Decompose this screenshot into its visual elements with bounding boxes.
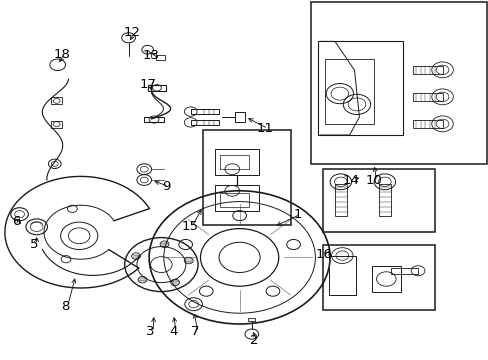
Bar xyxy=(378,184,390,216)
Text: 5: 5 xyxy=(30,238,39,251)
Bar xyxy=(322,245,434,310)
Text: 7: 7 xyxy=(191,325,200,338)
Text: 10: 10 xyxy=(365,174,382,187)
Text: 6: 6 xyxy=(12,215,21,228)
Text: 17: 17 xyxy=(139,78,156,91)
Bar xyxy=(325,59,373,124)
Text: 3: 3 xyxy=(146,325,155,338)
Bar xyxy=(215,185,259,211)
Bar xyxy=(51,97,62,104)
Text: 1: 1 xyxy=(293,208,302,221)
Bar xyxy=(190,120,219,125)
Bar xyxy=(220,155,249,169)
Text: 8: 8 xyxy=(61,300,69,313)
Text: 16: 16 xyxy=(315,248,332,261)
Bar xyxy=(390,268,417,274)
Bar xyxy=(412,66,442,74)
Text: 18: 18 xyxy=(54,48,70,60)
Bar xyxy=(412,93,442,101)
Text: 4: 4 xyxy=(169,325,178,338)
Text: 12: 12 xyxy=(123,26,140,39)
Bar xyxy=(412,120,442,128)
Text: 2: 2 xyxy=(249,334,258,347)
Bar xyxy=(322,169,434,232)
Bar xyxy=(310,2,486,164)
Bar xyxy=(155,55,165,60)
Bar xyxy=(51,121,62,128)
Bar xyxy=(234,112,245,122)
Text: 9: 9 xyxy=(162,180,170,193)
Bar xyxy=(144,117,163,122)
Bar xyxy=(317,41,403,135)
Bar xyxy=(215,149,259,175)
Text: 11: 11 xyxy=(257,122,273,135)
Bar xyxy=(371,266,400,292)
Bar xyxy=(148,85,165,91)
Bar xyxy=(220,193,249,207)
Bar xyxy=(248,318,255,321)
Text: 13: 13 xyxy=(142,49,159,62)
Text: 14: 14 xyxy=(342,174,359,186)
Bar xyxy=(328,256,355,295)
Bar xyxy=(203,130,290,225)
Bar xyxy=(334,184,346,216)
Text: 15: 15 xyxy=(181,220,198,233)
Bar xyxy=(190,109,219,114)
